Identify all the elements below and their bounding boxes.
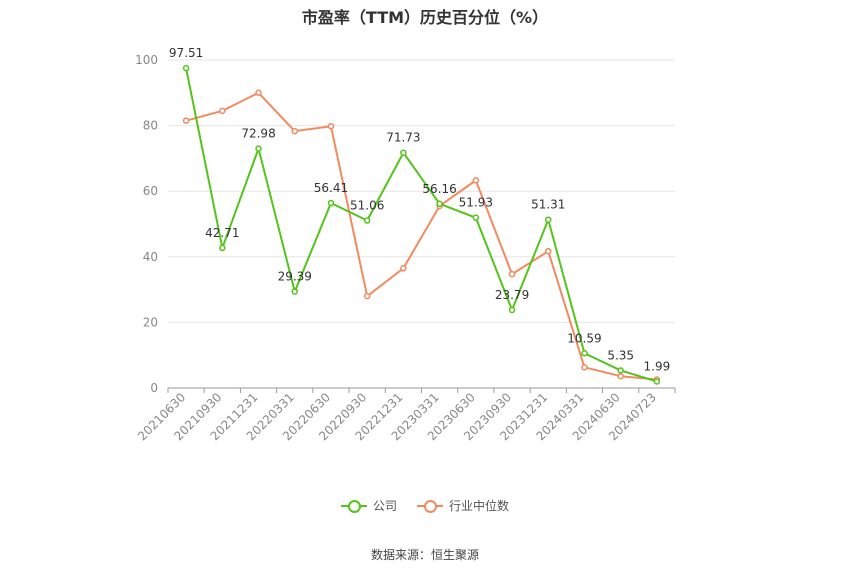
legend-label-industry-median: 行业中位数 [449, 499, 510, 513]
chart-legend: 公司 行业中位数 [0, 497, 850, 514]
data-point-0 [327, 199, 335, 207]
data-point-0 [581, 350, 588, 357]
y-tick-label: 20 [143, 315, 158, 329]
y-tick-label: 60 [143, 184, 158, 198]
data-point-1 [545, 247, 552, 255]
data-label: 71.73 [386, 131, 420, 145]
data-label: 51.31 [531, 198, 565, 212]
data-point-0 [182, 64, 190, 72]
data-point-0 [400, 149, 407, 156]
data-label: 1.99 [644, 359, 671, 373]
data-point-0 [219, 244, 226, 252]
data-point-0 [255, 145, 262, 152]
data-point-0 [472, 214, 480, 221]
data-point-0 [291, 288, 298, 295]
data-label: 56.16 [422, 182, 456, 196]
data-point-1 [617, 372, 624, 380]
data-label: 42.71 [205, 226, 239, 240]
data-point-1 [327, 123, 335, 130]
data-point-0 [508, 306, 516, 314]
data-point-1 [219, 107, 226, 115]
data-point-0 [436, 200, 443, 208]
legend-item-company[interactable]: 公司 [340, 497, 397, 514]
data-point-0 [545, 216, 552, 223]
data-source: 数据来源：恒生聚源 [370, 548, 479, 562]
y-tick-label: 40 [143, 250, 158, 264]
data-label: 97.51 [169, 46, 203, 60]
data-point-1 [255, 89, 262, 97]
data-point-1 [291, 127, 298, 135]
series-line-1 [185, 91, 657, 381]
data-label: 51.93 [459, 196, 493, 210]
data-point-0 [617, 367, 624, 374]
data-point-1 [182, 117, 190, 124]
data-point-1 [581, 364, 588, 371]
data-label: 51.06 [350, 199, 384, 213]
data-label: 56.41 [314, 181, 348, 195]
data-label: 5.35 [607, 348, 634, 362]
series-line-0 [185, 67, 658, 383]
data-label: 72.98 [241, 127, 275, 141]
data-label: 29.39 [278, 270, 312, 284]
y-tick-label: 80 [143, 119, 158, 133]
data-point-1 [508, 270, 516, 278]
legend-label-company: 公司 [372, 499, 397, 513]
legend-item-industry-median[interactable]: 行业中位数 [417, 497, 509, 514]
data-point-0 [653, 378, 661, 385]
chart-title: 市盈率（TTM）历史百分位（%） [301, 8, 549, 27]
data-point-1 [472, 177, 480, 184]
data-label: 23.79 [495, 288, 529, 302]
legend-swatch-industry-median [417, 499, 443, 513]
data-point-0 [363, 217, 371, 224]
legend-swatch-company [340, 499, 367, 513]
data-point-1 [400, 265, 407, 272]
y-tick-label: 100 [135, 53, 158, 67]
data-point-1 [363, 292, 371, 300]
data-label: 10.59 [567, 331, 601, 345]
y-tick-label: 0 [150, 381, 158, 395]
